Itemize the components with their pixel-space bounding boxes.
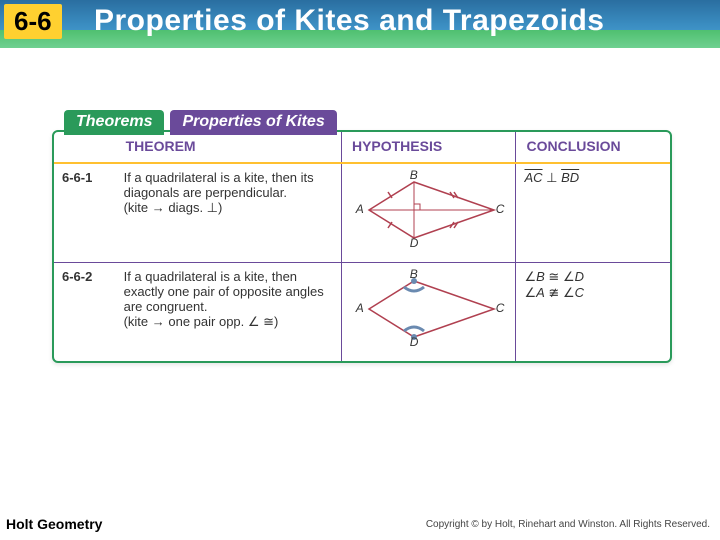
- copyright-text: Copyright © by Holt, Rinehart and Winsto…: [426, 519, 710, 530]
- vertex-label-a: A: [356, 202, 364, 216]
- hypothesis-figure: A B C D: [341, 163, 516, 263]
- tab-theorems: Theorems: [64, 110, 164, 135]
- box-tabs: Theorems Properties of Kites: [64, 110, 337, 135]
- kite-figure-2: A B C D: [354, 269, 504, 349]
- footer-brand: Holt Geometry: [6, 516, 102, 532]
- vertex-label-b: B: [410, 267, 418, 281]
- col-header-conclusion: CONCLUSION: [516, 132, 670, 163]
- theorem-shorthand: (kite → diags. ⊥): [124, 200, 223, 215]
- theorem-statement: If a quadrilateral is a kite, then exact…: [124, 269, 324, 314]
- conclusion-text: ∠B ≅ ∠D∠A ≇ ∠C: [524, 269, 662, 301]
- tab-properties: Properties of Kites: [170, 110, 336, 135]
- theorem-number: 6-6-1: [54, 163, 116, 263]
- conclusion-text: AC ⊥ BD: [524, 170, 662, 186]
- kite-figure-1: A B C D: [354, 170, 504, 250]
- kite-svg-1: [354, 170, 504, 250]
- page-title: Properties of Kites and Trapezoids: [94, 4, 604, 38]
- header-band: 6-6 Properties of Kites and Trapezoids: [0, 0, 720, 48]
- vertex-label-b: B: [410, 168, 418, 182]
- col-header-theorem: THEOREM: [116, 132, 342, 163]
- theorem-shorthand: (kite → one pair opp. ∠ ≅): [124, 314, 279, 329]
- kite-svg-2: [354, 269, 504, 349]
- vertex-label-d: D: [410, 236, 419, 250]
- table-row: 6-6-1 If a quadrilateral is a kite, then…: [54, 163, 670, 263]
- col-header-hypothesis: HYPOTHESIS: [341, 132, 516, 163]
- table-row: 6-6-2 If a quadrilateral is a kite, then…: [54, 263, 670, 362]
- theorem-statement: If a quadrilateral is a kite, then its d…: [124, 170, 314, 200]
- section-number: 6-6: [4, 4, 62, 39]
- theorem-table: THEOREM HYPOTHESIS CONCLUSION 6-6-1 If a…: [54, 132, 670, 361]
- col-header-blank: [54, 132, 116, 163]
- vertex-label-a: A: [356, 301, 364, 315]
- conclusion-cell: ∠B ≅ ∠D∠A ≇ ∠C: [516, 263, 670, 362]
- vertex-label-c: C: [496, 202, 505, 216]
- vertex-label-c: C: [496, 301, 505, 315]
- theorem-number: 6-6-2: [54, 263, 116, 362]
- theorem-box: Theorems Properties of Kites THEOREM HYP…: [52, 130, 672, 363]
- theorem-text: If a quadrilateral is a kite, then its d…: [116, 163, 342, 263]
- hypothesis-figure: A B C D: [341, 263, 516, 362]
- vertex-label-d: D: [410, 335, 419, 349]
- theorem-text: If a quadrilateral is a kite, then exact…: [116, 263, 342, 362]
- conclusion-cell: AC ⊥ BD: [516, 163, 670, 263]
